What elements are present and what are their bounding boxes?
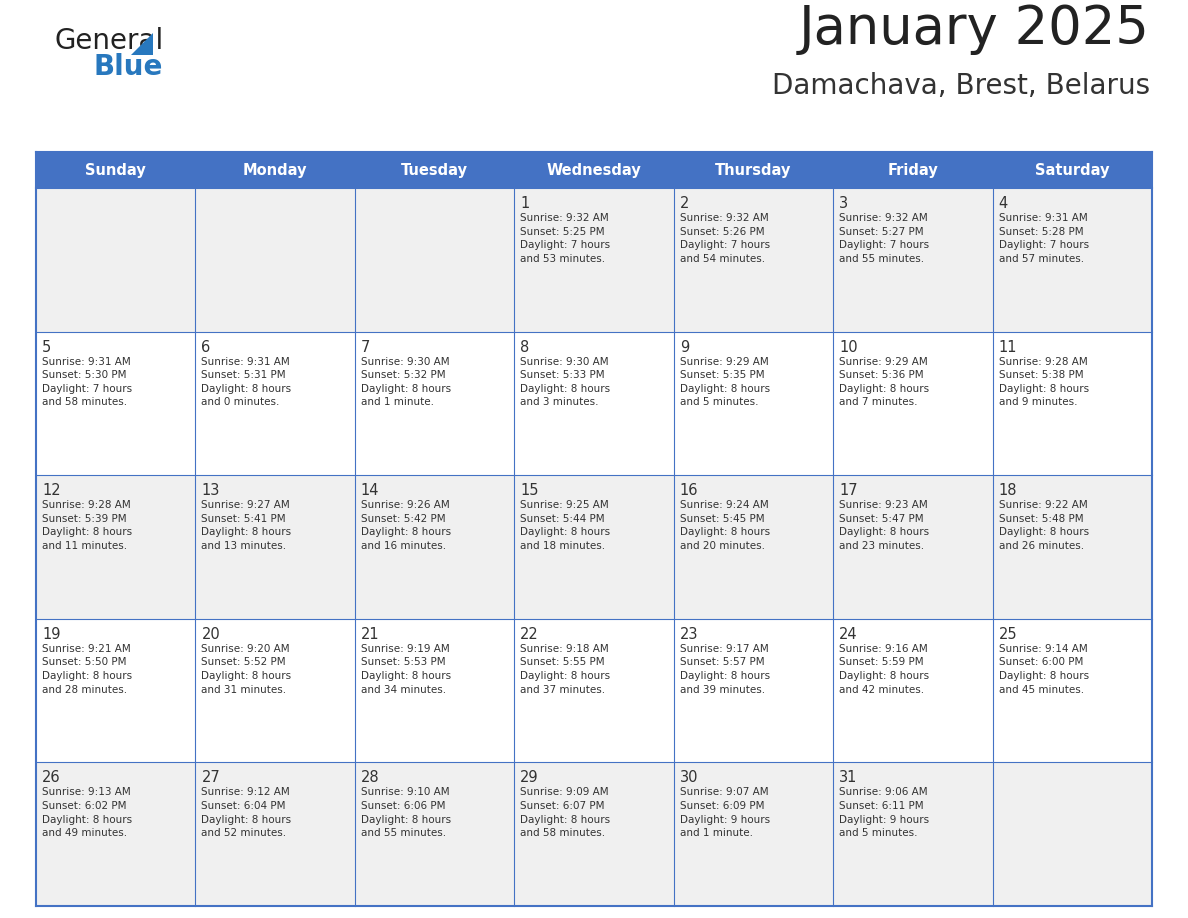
Text: 15: 15 [520, 483, 539, 498]
Text: 3: 3 [839, 196, 848, 211]
Text: Sunrise: 9:26 AM
Sunset: 5:42 PM
Daylight: 8 hours
and 16 minutes.: Sunrise: 9:26 AM Sunset: 5:42 PM Dayligh… [361, 500, 451, 551]
Text: Tuesday: Tuesday [402, 162, 468, 177]
Text: 31: 31 [839, 770, 858, 786]
Text: Sunrise: 9:32 AM
Sunset: 5:25 PM
Daylight: 7 hours
and 53 minutes.: Sunrise: 9:32 AM Sunset: 5:25 PM Dayligh… [520, 213, 611, 263]
Text: 16: 16 [680, 483, 699, 498]
Bar [36, 331, 1152, 476]
Text: 13: 13 [202, 483, 220, 498]
Text: Sunrise: 9:25 AM
Sunset: 5:44 PM
Daylight: 8 hours
and 18 minutes.: Sunrise: 9:25 AM Sunset: 5:44 PM Dayligh… [520, 500, 611, 551]
Text: 6: 6 [202, 340, 210, 354]
Text: 20: 20 [202, 627, 220, 642]
Text: 4: 4 [999, 196, 1007, 211]
Text: 27: 27 [202, 770, 220, 786]
Text: Sunrise: 9:31 AM
Sunset: 5:30 PM
Daylight: 7 hours
and 58 minutes.: Sunrise: 9:31 AM Sunset: 5:30 PM Dayligh… [42, 356, 132, 408]
Text: Sunrise: 9:31 AM
Sunset: 5:28 PM
Daylight: 7 hours
and 57 minutes.: Sunrise: 9:31 AM Sunset: 5:28 PM Dayligh… [999, 213, 1088, 263]
Text: 10: 10 [839, 340, 858, 354]
Text: 21: 21 [361, 627, 379, 642]
Text: 24: 24 [839, 627, 858, 642]
Text: 26: 26 [42, 770, 61, 786]
Text: 25: 25 [999, 627, 1017, 642]
Text: 9: 9 [680, 340, 689, 354]
Bar [36, 188, 1152, 331]
Text: Sunrise: 9:17 AM
Sunset: 5:57 PM
Daylight: 8 hours
and 39 minutes.: Sunrise: 9:17 AM Sunset: 5:57 PM Dayligh… [680, 644, 770, 695]
Text: 29: 29 [520, 770, 539, 786]
Text: Wednesday: Wednesday [546, 162, 642, 177]
Text: Sunrise: 9:16 AM
Sunset: 5:59 PM
Daylight: 8 hours
and 42 minutes.: Sunrise: 9:16 AM Sunset: 5:59 PM Dayligh… [839, 644, 929, 695]
Text: 28: 28 [361, 770, 379, 786]
Text: Sunrise: 9:29 AM
Sunset: 5:35 PM
Daylight: 8 hours
and 5 minutes.: Sunrise: 9:29 AM Sunset: 5:35 PM Dayligh… [680, 356, 770, 408]
Bar [36, 476, 1152, 619]
Text: 5: 5 [42, 340, 51, 354]
Text: Sunrise: 9:30 AM
Sunset: 5:33 PM
Daylight: 8 hours
and 3 minutes.: Sunrise: 9:30 AM Sunset: 5:33 PM Dayligh… [520, 356, 611, 408]
Text: Sunrise: 9:21 AM
Sunset: 5:50 PM
Daylight: 8 hours
and 28 minutes.: Sunrise: 9:21 AM Sunset: 5:50 PM Dayligh… [42, 644, 132, 695]
Text: Sunrise: 9:29 AM
Sunset: 5:36 PM
Daylight: 8 hours
and 7 minutes.: Sunrise: 9:29 AM Sunset: 5:36 PM Dayligh… [839, 356, 929, 408]
Text: Sunday: Sunday [86, 162, 146, 177]
Text: Sunrise: 9:30 AM
Sunset: 5:32 PM
Daylight: 8 hours
and 1 minute.: Sunrise: 9:30 AM Sunset: 5:32 PM Dayligh… [361, 356, 451, 408]
Text: 12: 12 [42, 483, 61, 498]
Text: 18: 18 [999, 483, 1017, 498]
Text: Sunrise: 9:28 AM
Sunset: 5:39 PM
Daylight: 8 hours
and 11 minutes.: Sunrise: 9:28 AM Sunset: 5:39 PM Dayligh… [42, 500, 132, 551]
Text: Sunrise: 9:09 AM
Sunset: 6:07 PM
Daylight: 8 hours
and 58 minutes.: Sunrise: 9:09 AM Sunset: 6:07 PM Dayligh… [520, 788, 611, 838]
Text: Sunrise: 9:32 AM
Sunset: 5:27 PM
Daylight: 7 hours
and 55 minutes.: Sunrise: 9:32 AM Sunset: 5:27 PM Dayligh… [839, 213, 929, 263]
Text: 2: 2 [680, 196, 689, 211]
Polygon shape [131, 33, 153, 55]
Text: 11: 11 [999, 340, 1017, 354]
Text: 17: 17 [839, 483, 858, 498]
Text: Sunrise: 9:07 AM
Sunset: 6:09 PM
Daylight: 9 hours
and 1 minute.: Sunrise: 9:07 AM Sunset: 6:09 PM Dayligh… [680, 788, 770, 838]
Text: Blue: Blue [93, 53, 163, 81]
Text: Saturday: Saturday [1035, 162, 1110, 177]
Text: 7: 7 [361, 340, 371, 354]
Text: Sunrise: 9:06 AM
Sunset: 6:11 PM
Daylight: 9 hours
and 5 minutes.: Sunrise: 9:06 AM Sunset: 6:11 PM Dayligh… [839, 788, 929, 838]
Text: 1: 1 [520, 196, 530, 211]
Text: Sunrise: 9:23 AM
Sunset: 5:47 PM
Daylight: 8 hours
and 23 minutes.: Sunrise: 9:23 AM Sunset: 5:47 PM Dayligh… [839, 500, 929, 551]
Text: Sunrise: 9:28 AM
Sunset: 5:38 PM
Daylight: 8 hours
and 9 minutes.: Sunrise: 9:28 AM Sunset: 5:38 PM Dayligh… [999, 356, 1088, 408]
Text: January 2025: January 2025 [800, 3, 1150, 55]
Text: Sunrise: 9:18 AM
Sunset: 5:55 PM
Daylight: 8 hours
and 37 minutes.: Sunrise: 9:18 AM Sunset: 5:55 PM Dayligh… [520, 644, 611, 695]
Text: Sunrise: 9:22 AM
Sunset: 5:48 PM
Daylight: 8 hours
and 26 minutes.: Sunrise: 9:22 AM Sunset: 5:48 PM Dayligh… [999, 500, 1088, 551]
Text: General: General [55, 27, 164, 55]
Text: 22: 22 [520, 627, 539, 642]
Text: Thursday: Thursday [715, 162, 791, 177]
Bar [36, 152, 1152, 188]
Text: 23: 23 [680, 627, 699, 642]
Text: Sunrise: 9:31 AM
Sunset: 5:31 PM
Daylight: 8 hours
and 0 minutes.: Sunrise: 9:31 AM Sunset: 5:31 PM Dayligh… [202, 356, 291, 408]
Text: Sunrise: 9:32 AM
Sunset: 5:26 PM
Daylight: 7 hours
and 54 minutes.: Sunrise: 9:32 AM Sunset: 5:26 PM Dayligh… [680, 213, 770, 263]
Text: Sunrise: 9:20 AM
Sunset: 5:52 PM
Daylight: 8 hours
and 31 minutes.: Sunrise: 9:20 AM Sunset: 5:52 PM Dayligh… [202, 644, 291, 695]
Text: Monday: Monday [242, 162, 308, 177]
Text: 19: 19 [42, 627, 61, 642]
Text: Sunrise: 9:19 AM
Sunset: 5:53 PM
Daylight: 8 hours
and 34 minutes.: Sunrise: 9:19 AM Sunset: 5:53 PM Dayligh… [361, 644, 451, 695]
Text: Sunrise: 9:12 AM
Sunset: 6:04 PM
Daylight: 8 hours
and 52 minutes.: Sunrise: 9:12 AM Sunset: 6:04 PM Dayligh… [202, 788, 291, 838]
Text: 8: 8 [520, 340, 530, 354]
Text: Sunrise: 9:10 AM
Sunset: 6:06 PM
Daylight: 8 hours
and 55 minutes.: Sunrise: 9:10 AM Sunset: 6:06 PM Dayligh… [361, 788, 451, 838]
Text: Sunrise: 9:13 AM
Sunset: 6:02 PM
Daylight: 8 hours
and 49 minutes.: Sunrise: 9:13 AM Sunset: 6:02 PM Dayligh… [42, 788, 132, 838]
Text: Sunrise: 9:27 AM
Sunset: 5:41 PM
Daylight: 8 hours
and 13 minutes.: Sunrise: 9:27 AM Sunset: 5:41 PM Dayligh… [202, 500, 291, 551]
Text: Sunrise: 9:24 AM
Sunset: 5:45 PM
Daylight: 8 hours
and 20 minutes.: Sunrise: 9:24 AM Sunset: 5:45 PM Dayligh… [680, 500, 770, 551]
Text: Damachava, Brest, Belarus: Damachava, Brest, Belarus [772, 72, 1150, 100]
Text: 14: 14 [361, 483, 379, 498]
Bar [36, 619, 1152, 763]
Text: 30: 30 [680, 770, 699, 786]
Text: Sunrise: 9:14 AM
Sunset: 6:00 PM
Daylight: 8 hours
and 45 minutes.: Sunrise: 9:14 AM Sunset: 6:00 PM Dayligh… [999, 644, 1088, 695]
Text: Friday: Friday [887, 162, 939, 177]
Bar [36, 763, 1152, 906]
